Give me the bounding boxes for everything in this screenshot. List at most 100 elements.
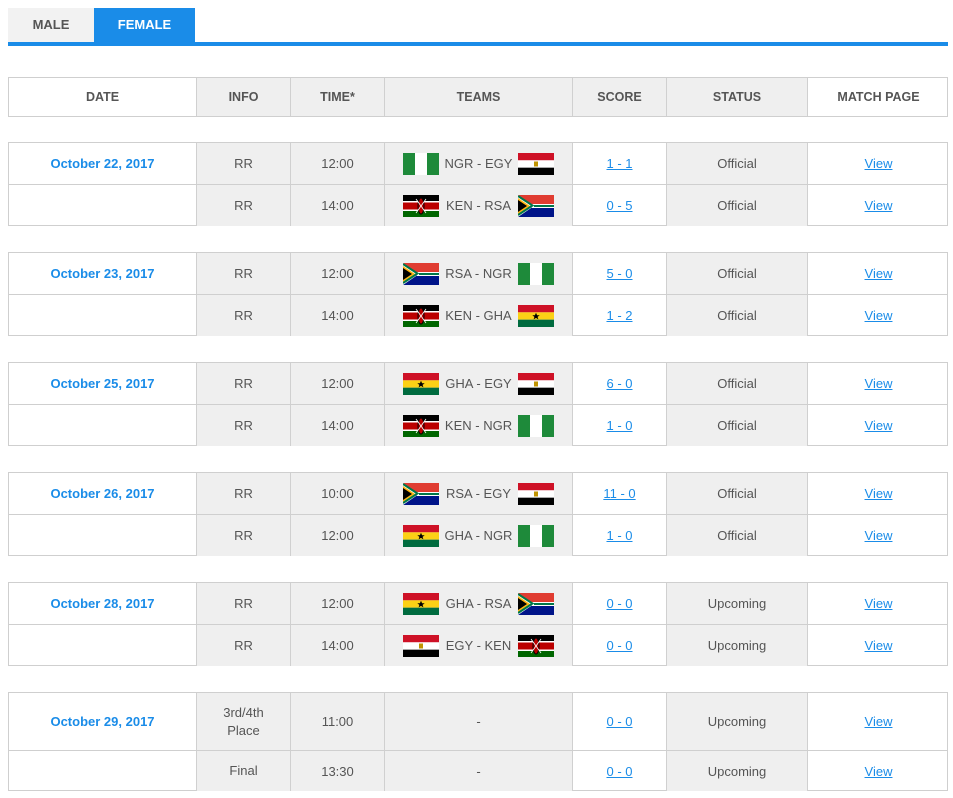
date-cell — [9, 405, 197, 446]
info-cell: RR — [197, 253, 291, 294]
info-cell: RR — [197, 363, 291, 404]
score-link[interactable]: 5 - 0 — [606, 266, 633, 281]
view-match-link[interactable]: View — [864, 198, 893, 213]
gha-flag-icon — [518, 304, 554, 327]
score-cell: 0 - 0 — [573, 583, 667, 624]
egy-flag-icon — [518, 372, 554, 395]
ken-flag-icon — [403, 194, 439, 217]
tab-female[interactable]: FEMALE — [94, 8, 195, 42]
time-cell: 14:00 — [291, 405, 385, 446]
tab-underline — [8, 42, 948, 46]
score-link[interactable]: 0 - 0 — [606, 638, 633, 653]
tab-male[interactable]: MALE — [8, 8, 94, 42]
score-cell: 11 - 0 — [573, 473, 667, 514]
score-link[interactable]: 0 - 0 — [606, 596, 633, 611]
date-cell — [9, 751, 197, 791]
score-cell: 0 - 5 — [573, 185, 667, 226]
score-link[interactable]: 6 - 0 — [606, 376, 633, 391]
status-cell: Upcoming — [667, 583, 808, 624]
match-page-cell: View — [808, 295, 949, 336]
view-match-link[interactable]: View — [864, 376, 893, 391]
rsa-flag-icon — [403, 482, 439, 505]
match-row: October 23, 2017 RR 12:00 RSA - NGR 5 - … — [9, 253, 947, 294]
ngr-flag-icon — [518, 262, 554, 285]
view-match-link[interactable]: View — [864, 763, 893, 779]
match-row: October 29, 2017 3rd/4th Place 11:00 - 0… — [9, 693, 947, 750]
teams-label: GHA - RSA — [445, 596, 512, 611]
view-match-link[interactable]: View — [864, 638, 893, 653]
teams-cell: KEN - RSA — [385, 185, 573, 226]
match-page-cell: View — [808, 515, 949, 556]
teams-label: - — [476, 763, 481, 779]
view-match-link[interactable]: View — [864, 266, 893, 281]
score-link[interactable]: 1 - 0 — [606, 418, 633, 433]
teams-label: EGY - KEN — [445, 638, 512, 653]
info-cell: RR — [197, 295, 291, 336]
time-cell: 13:30 — [291, 751, 385, 791]
match-row: RR 14:00 KEN - NGR 1 - 0 Official View — [9, 404, 947, 446]
teams-label: RSA - NGR — [445, 266, 512, 281]
date-cell: October 26, 2017 — [9, 473, 197, 514]
info-cell: 3rd/4th Place — [197, 693, 291, 750]
ken-flag-icon — [403, 414, 439, 437]
match-page-cell: View — [808, 363, 949, 404]
score-cell: 6 - 0 — [573, 363, 667, 404]
view-match-link[interactable]: View — [864, 714, 893, 729]
teams-cell: RSA - NGR — [385, 253, 573, 294]
view-match-link[interactable]: View — [864, 418, 893, 433]
info-cell: RR — [197, 583, 291, 624]
time-cell: 12:00 — [291, 253, 385, 294]
teams-cell: EGY - KEN — [385, 625, 573, 666]
match-page-cell: View — [808, 583, 949, 624]
view-match-link[interactable]: View — [864, 308, 893, 323]
teams-cell: GHA - RSA — [385, 583, 573, 624]
match-page-cell: View — [808, 405, 949, 446]
teams-cell: - — [385, 751, 573, 791]
status-cell: Upcoming — [667, 751, 808, 791]
date-group: October 23, 2017 RR 12:00 RSA - NGR 5 - … — [8, 252, 948, 336]
info-cell: RR — [197, 515, 291, 556]
score-link[interactable]: 0 - 0 — [606, 714, 633, 729]
match-page-cell: View — [808, 253, 949, 294]
score-link[interactable]: 1 - 1 — [606, 156, 633, 171]
view-match-link[interactable]: View — [864, 528, 893, 543]
date-group: October 29, 2017 3rd/4th Place 11:00 - 0… — [8, 692, 948, 791]
match-row: RR 14:00 EGY - KEN 0 - 0 Upcoming View — [9, 624, 947, 666]
match-row: RR 12:00 GHA - NGR 1 - 0 Official View — [9, 514, 947, 556]
view-match-link[interactable]: View — [864, 596, 893, 611]
view-match-link[interactable]: View — [864, 486, 893, 501]
match-page-cell: View — [808, 693, 949, 750]
score-cell: 1 - 2 — [573, 295, 667, 336]
time-cell: 14:00 — [291, 295, 385, 336]
match-page-cell: View — [808, 143, 949, 184]
time-cell: 10:00 — [291, 473, 385, 514]
match-page-cell: View — [808, 185, 949, 226]
time-cell: 12:00 — [291, 363, 385, 404]
match-row: Final 13:30 - 0 - 0 Upcoming View — [9, 750, 947, 791]
date-cell — [9, 295, 197, 336]
teams-label: KEN - RSA — [445, 198, 511, 213]
match-row: October 28, 2017 RR 12:00 GHA - RSA 0 - … — [9, 583, 947, 624]
score-link[interactable]: 1 - 2 — [606, 308, 633, 323]
status-cell: Official — [667, 405, 808, 446]
match-page-cell: View — [808, 473, 949, 514]
teams-cell: - — [385, 693, 573, 750]
score-link[interactable]: 1 - 0 — [606, 528, 633, 543]
date-cell: October 29, 2017 — [9, 693, 197, 750]
score-cell: 0 - 0 — [573, 625, 667, 666]
info-cell: Final — [197, 751, 291, 791]
date-group: October 28, 2017 RR 12:00 GHA - RSA 0 - … — [8, 582, 948, 666]
status-cell: Official — [667, 363, 808, 404]
score-link[interactable]: 0 - 5 — [606, 198, 633, 213]
score-link[interactable]: 11 - 0 — [603, 486, 636, 501]
teams-label: NGR - EGY — [444, 156, 513, 171]
ken-flag-icon — [403, 304, 439, 327]
match-row: RR 14:00 KEN - RSA 0 - 5 Official View — [9, 184, 947, 226]
status-cell: Upcoming — [667, 625, 808, 666]
teams-label: KEN - GHA — [445, 308, 512, 323]
header-date: DATE — [9, 78, 197, 116]
rsa-flag-icon — [517, 194, 554, 217]
status-cell: Official — [667, 143, 808, 184]
score-link[interactable]: 0 - 0 — [606, 763, 633, 779]
view-match-link[interactable]: View — [864, 156, 893, 171]
